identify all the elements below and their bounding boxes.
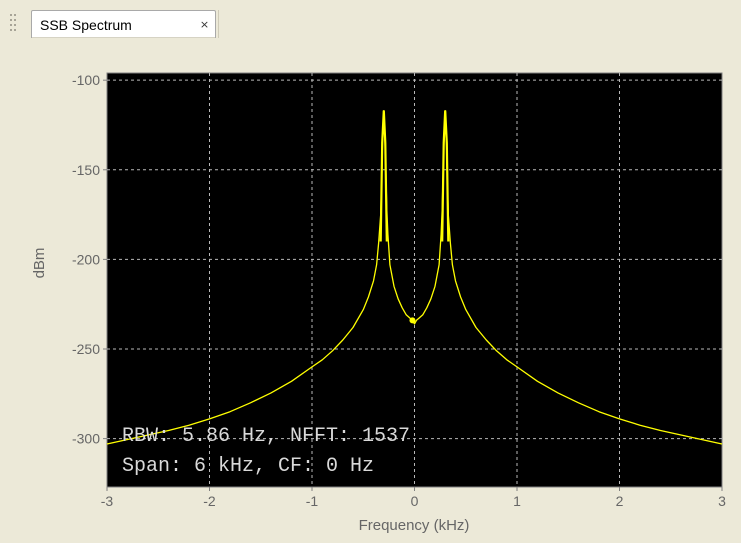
span-annotation: Span: 6 kHz, CF: 0 Hz [122,455,374,478]
tab-divider [218,10,219,38]
x-axis-label: Frequency (kHz) [359,517,470,534]
tab-grip-handle[interactable] [9,13,17,35]
y-axis-label: dBm [31,248,48,279]
peak-trace [379,110,388,242]
spectrum-trace [106,109,723,445]
x-tick-labels: -3 -2 -1 0 1 2 3 [101,487,726,509]
x-tick-label: -2 [203,493,216,509]
x-tick-label: 2 [616,493,624,509]
y-tick-label: -250 [72,341,100,357]
x-tick-label: -1 [306,493,319,509]
annotation-layer: RBW: 5.86 Hz, NFFT: 1537 Span: 6 kHz, CF… [122,425,410,478]
y-tick-label: -150 [72,162,100,178]
rbw-annotation: RBW: 5.86 Hz, NFFT: 1537 [122,425,410,448]
x-tick-label: 3 [718,493,726,509]
tab-title: SSB Spectrum [40,17,132,33]
tab-ssb-spectrum[interactable]: SSB Spectrum × [31,10,216,38]
center-notch-mark [409,317,416,324]
peak-trace [441,110,450,242]
y-tick-labels: -100 -150 -200 -250 -300 [72,72,107,447]
x-tick-label: 1 [513,493,521,509]
y-tick-label: -100 [72,72,100,88]
trace-layer [106,109,723,445]
close-icon[interactable]: × [199,18,210,31]
x-tick-label: -3 [101,493,114,509]
grid [107,73,722,487]
y-tick-label: -200 [72,251,100,267]
grip-dots-icon [10,14,16,31]
x-tick-label: 0 [411,493,419,509]
y-tick-label: -300 [72,431,100,447]
